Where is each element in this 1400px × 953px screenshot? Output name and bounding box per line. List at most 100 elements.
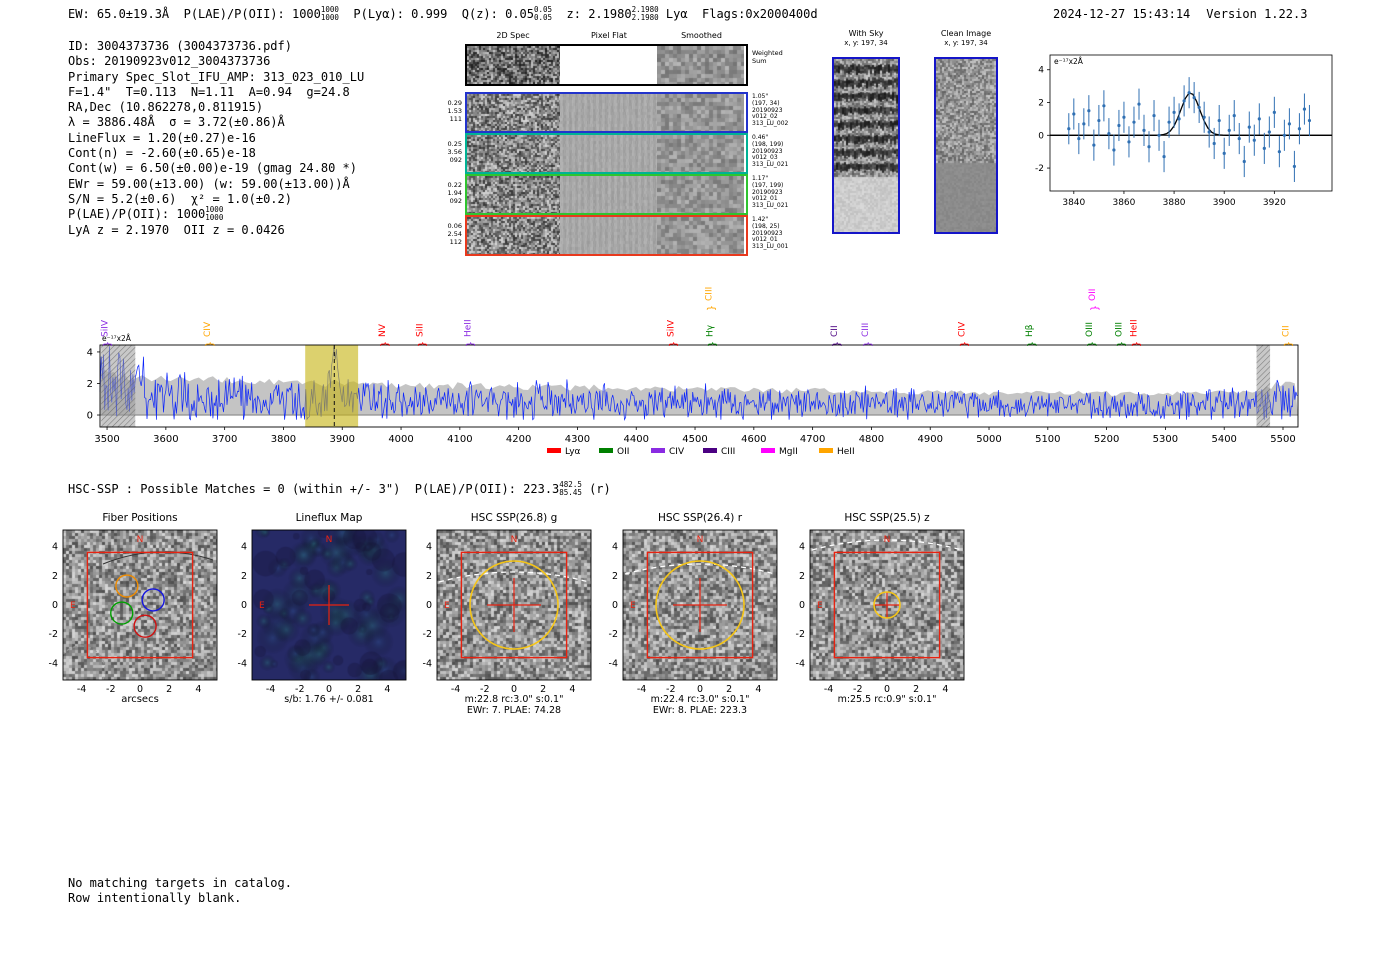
svg-text:{: { [831, 341, 842, 347]
hsc-plae-max: 482.5 [559, 480, 582, 489]
svg-text:0: 0 [1038, 131, 1044, 141]
info-primary-amp: Primary Spec_Slot_IFU_AMP: 313_023_010_L… [68, 69, 365, 84]
row-4-weight-labels: 0.06 2.54 112 [447, 222, 462, 246]
qz-min: 0.05 [534, 12, 553, 22]
svg-text:3500: 3500 [94, 434, 119, 445]
cutout-overlay-3: N E 4 4 2 2 0 0 -2 -2 -4 -4 [423, 529, 592, 695]
svg-text:4: 4 [612, 542, 618, 553]
info-plae-value: P(LAE)/P(OII): 1000 [68, 207, 206, 222]
spec2d-row-3 [465, 174, 748, 215]
svg-text:CII: CII [1281, 325, 1291, 337]
svg-text:3900: 3900 [1213, 198, 1236, 208]
info-seeing: F=1.4" T=0.113 N=1.11 A=0.94 g=24.8 [68, 84, 350, 99]
svg-text:OIII: OIII [1114, 322, 1124, 337]
cutout-title-5: HSC SSP(25.5) z [844, 512, 930, 524]
info-radec: RA,Dec (10.862278,0.811915) [68, 100, 264, 115]
svg-text:3920: 3920 [1263, 198, 1286, 208]
hsc-matches-line: HSC-SSP : Possible Matches = 0 (within +… [68, 480, 611, 497]
cutout-caption1-4: m:22.4 rc:3.0" s:0.1" [650, 694, 750, 705]
detection-info-block: ID: 3004373736 (3004373736.pdf) Obs: 201… [68, 39, 364, 238]
cutout-caption2-4: EWr: 8. PLAE: 223.3 [652, 705, 748, 716]
svg-text:{: { [1026, 341, 1037, 347]
svg-text:-4: -4 [238, 658, 247, 669]
svg-text:SiII: SiII [415, 323, 425, 337]
svg-text:5200: 5200 [1094, 434, 1119, 445]
row-4-pixelflat-image [560, 217, 657, 254]
svg-text:SiIV: SiIV [101, 319, 111, 337]
clean-image [936, 59, 996, 232]
svg-text:4: 4 [52, 542, 58, 553]
cutout-panel-2: Lineflux Map N E 4 4 2 2 0 0 -2 -2 -4 -4 s/b: 1.76 +/… [222, 510, 436, 725]
cutout-overlay-2: N E 4 4 2 2 0 0 -2 -2 -4 -4 [238, 529, 407, 695]
svg-text:E: E [70, 601, 76, 611]
cutout-xlabel-1: arcsecs [121, 694, 159, 705]
header-plya-qz: P(Lyα): 0.999 Q(z): 0.05 [338, 7, 535, 21]
info-obs: Obs: 20190923v012_3004373736 [68, 54, 271, 69]
svg-text:{: { [379, 341, 390, 347]
svg-text:CII: CII [830, 325, 840, 337]
svg-text:OII: OII [617, 447, 629, 457]
svg-text:0: 0 [511, 684, 517, 695]
footer-line-2: Row intentionally blank. [68, 891, 242, 905]
svg-text:4200: 4200 [506, 434, 531, 445]
svg-text:{: { [204, 341, 215, 347]
info-lineflux: LineFlux = 1.20(±0.27)e-16 [68, 130, 256, 145]
info-cont-n: Cont(n) = -2.60(±0.65)e-18 [68, 146, 256, 161]
svg-text:0: 0 [137, 684, 143, 695]
svg-text:{: { [1089, 305, 1100, 311]
info-redshifts: LyA z = 2.1970 OII z = 0.0426 [68, 222, 285, 237]
cutout-panel-3: HSC SSP(26.8) g N E 4 4 2 2 0 0 -2 -2 -4 -4 m:22.8 rc… [407, 510, 621, 725]
clean-image-coords: x, y: 197, 34 [944, 39, 988, 47]
svg-text:-4: -4 [609, 658, 618, 669]
cutout-panel-4: HSC SSP(26.4) r N E 4 4 2 2 0 0 -2 -2 -4 -4 m:22.4 rc… [593, 510, 807, 725]
plae-max: 1000 [320, 5, 339, 14]
cutout-title-3: HSC SSP(26.8) g [470, 512, 558, 524]
svg-text:-2: -2 [238, 629, 247, 640]
clean-image-title: Clean Image [940, 29, 992, 38]
qz-max: 0.05 [534, 5, 553, 14]
svg-text:0: 0 [884, 684, 890, 695]
cutout-caption1-3: m:22.8 rc:3.0" s:0.1" [464, 694, 564, 705]
with-sky-coords: x, y: 197, 34 [844, 39, 888, 47]
full-spectrum-plot: 0 2 4 3500 3600 3700 3800 3900 4000 4100 4200 4300 4… [87, 287, 1299, 457]
svg-text:4: 4 [755, 684, 761, 695]
report-datetime: 2024-12-27 15:43:14 [1053, 7, 1191, 21]
svg-text:E: E [630, 601, 636, 611]
weighted-sum-label: Weighted Sum [752, 49, 783, 65]
hsc-plae-min: 85.45 [559, 487, 582, 497]
svg-text:OII: OII [1088, 289, 1098, 301]
svg-text:-4: -4 [266, 684, 275, 695]
svg-text:MgII: MgII [779, 447, 798, 457]
svg-text:OIII: OIII [1085, 322, 1095, 337]
svg-text:Lyα: Lyα [565, 447, 581, 457]
row-2-smoothed-image [657, 135, 744, 172]
row-2-weight-labels: 0.25 3.56 092 [447, 140, 462, 164]
spec2d-row-2 [465, 133, 748, 174]
svg-text:5000: 5000 [976, 434, 1001, 445]
svg-text:2: 2 [913, 684, 919, 695]
info-plae-min: 1000 [205, 212, 224, 222]
cutout-overlay-1: N E 4 4 2 2 0 0 -2 -2 -4 -4 [49, 529, 218, 695]
with-sky-box [832, 57, 900, 234]
svg-text:-4: -4 [423, 658, 432, 669]
row-4-fiber-annotation: 1.42" (198, 25) 20190923 v012_01 313_LU_001 [752, 216, 789, 251]
cutout-title-4: HSC SSP(26.4) r [657, 512, 743, 524]
svg-text:{: { [1115, 341, 1126, 347]
z-max: 2.1980 [631, 5, 659, 14]
with-sky-image [834, 59, 898, 232]
svg-text:2: 2 [241, 571, 247, 582]
row-4-2dspec-image [467, 217, 560, 254]
svg-text:3840: 3840 [1062, 198, 1085, 208]
cutout-caption1-5: m:25.5 rc:0.9" s:0.1" [837, 694, 937, 705]
info-plae-line: P(LAE)/P(OII): 1000 1000 1000 [68, 206, 364, 222]
svg-text:NV: NV [378, 323, 388, 337]
hsc-matches-text: HSC-SSP : Possible Matches = 0 (within +… [68, 482, 560, 496]
svg-text:HeII: HeII [463, 319, 473, 337]
cutout-overlay-4: N E 4 4 2 2 0 0 -2 -2 -4 -4 [609, 529, 778, 695]
svg-text:0: 0 [612, 600, 618, 611]
cutout-image-1 [63, 530, 217, 680]
report-version: Version 1.22.3 [1206, 7, 1308, 21]
svg-text:-4: -4 [796, 658, 805, 669]
clean-image-box [934, 57, 998, 234]
